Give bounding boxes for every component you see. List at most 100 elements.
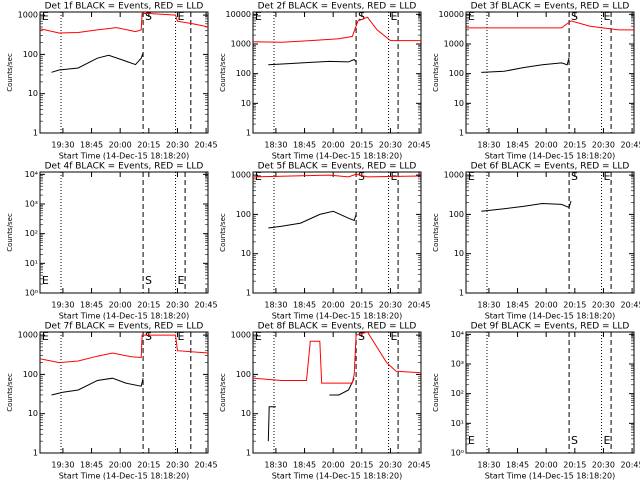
x-tick-label: 20:15 (563, 141, 586, 150)
marker-label: S (358, 330, 365, 343)
x-tick-label: 18:45 (80, 141, 103, 150)
marker-label: S (145, 330, 152, 343)
x-tick-label: 20:30 (592, 301, 615, 310)
x-tick-label: 18:30 (477, 461, 500, 470)
y-tick-label: 10000 (226, 10, 251, 19)
x-tick-label: 20:00 (109, 141, 132, 150)
x-tick-label: 18:30 (264, 461, 287, 470)
x-tick-label: 20:15 (350, 301, 373, 310)
y-tick-label: 100 (23, 370, 38, 379)
y-tick-label: 100 (23, 50, 38, 59)
plot-frame (252, 331, 422, 454)
series-line (51, 377, 144, 396)
x-tick-label: 18:45 (293, 301, 316, 310)
panel: Det 1f BLACK = Events, RED = LLD Counts/s… (6, 2, 218, 161)
x-tick-label: 18:45 (293, 141, 316, 150)
x-tick-label: 18:45 (293, 461, 316, 470)
marker-label: E (255, 330, 262, 343)
x-tick-label: 20:00 (535, 301, 558, 310)
series-line (40, 13, 208, 34)
y-tick-label: 10⁰ (25, 289, 38, 298)
panel: Det 2f BLACK = Events, RED = LLD Counts/s… (219, 2, 431, 161)
panel-title: Det 4f BLACK = Events, RED = LLD (45, 162, 204, 172)
series-line (481, 57, 570, 73)
marker-label: S (145, 10, 152, 23)
series-line (268, 58, 357, 66)
y-tick-label: 10⁴ (25, 170, 38, 179)
marker-label: S (571, 434, 578, 447)
x-tick-label: 18:45 (506, 301, 529, 310)
y-tick-label: 100 (236, 69, 251, 78)
x-tick-label: 18:30 (477, 301, 500, 310)
marker-label: S (358, 170, 365, 183)
x-tick-label: 19:30 (51, 301, 74, 310)
y-tick-label: 10 (241, 409, 251, 418)
panel-title: Det 6f BLACK = Events, RED = LLD (471, 162, 630, 172)
plot-frame (39, 331, 209, 454)
marker-label: E (390, 10, 397, 23)
x-tick-label: 20:15 (350, 141, 373, 150)
series-line (466, 20, 634, 31)
y-axis-label: Counts/sec (219, 53, 227, 92)
panel: Det 3f BLACK = Events, RED = LLD Counts/s… (432, 2, 640, 161)
x-tick-label: 20:45 (408, 141, 431, 150)
panel-title: Det 8f BLACK = Events, RED = LLD (258, 322, 417, 332)
marker-label: S (571, 170, 578, 183)
y-tick-label: 10⁴ (451, 330, 464, 339)
y-axis-label: Counts/sec (432, 373, 440, 412)
x-tick-label: 18:30 (477, 141, 500, 150)
marker-label: E (603, 434, 610, 447)
marker-label: E (468, 10, 475, 23)
y-tick-label: 100 (449, 69, 464, 78)
x-axis-label: Start Time (14-Dec-15 18:18:20) (272, 152, 403, 161)
x-tick-label: 20:15 (137, 461, 160, 470)
y-tick-label: 1000 (18, 331, 38, 340)
x-tick-label: 20:15 (137, 301, 160, 310)
y-tick-label: 1000 (444, 171, 464, 180)
x-tick-label: 19:30 (51, 461, 74, 470)
y-tick-label: 10¹ (451, 419, 464, 428)
y-tick-label: 10 (454, 249, 464, 258)
plot-frame (39, 171, 209, 294)
panel-title: Det 1f BLACK = Events, RED = LLD (45, 2, 204, 12)
marker-label: E (603, 10, 610, 23)
marker-label: E (177, 10, 184, 23)
y-axis-label: Counts/sec (432, 53, 440, 92)
marker-label: E (468, 170, 475, 183)
marker-label: E (603, 170, 610, 183)
x-tick-label: 20:30 (166, 141, 189, 150)
plot-frame (252, 171, 422, 294)
marker-label: E (468, 434, 475, 447)
x-tick-label: 20:45 (408, 301, 431, 310)
x-tick-label: 18:45 (506, 461, 529, 470)
x-tick-label: 20:30 (379, 461, 402, 470)
x-tick-label: 20:00 (109, 301, 132, 310)
x-tick-label: 20:00 (535, 141, 558, 150)
y-tick-label: 10² (25, 229, 38, 238)
marker-label: E (42, 274, 49, 287)
y-tick-label: 1 (459, 129, 464, 138)
y-tick-label: 1000 (18, 11, 38, 20)
x-axis-label: Start Time (14-Dec-15 18:18:20) (59, 312, 190, 321)
x-axis-label: Start Time (14-Dec-15 18:18:20) (59, 152, 190, 161)
x-tick-label: 20:15 (563, 301, 586, 310)
marker-label: E (177, 274, 184, 287)
marker-label: E (390, 330, 397, 343)
plot-frame (39, 11, 209, 134)
y-tick-label: 100 (236, 370, 251, 379)
y-tick-label: 1 (246, 449, 251, 458)
marker-label: S (358, 10, 365, 23)
panel-title: Det 9f BLACK = Events, RED = LLD (471, 322, 630, 332)
x-tick-label: 20:00 (535, 461, 558, 470)
panel: Det 9f BLACK = Events, RED = LLD Counts/s… (432, 322, 640, 480)
x-tick-label: 20:30 (592, 461, 615, 470)
x-tick-label: 20:45 (195, 461, 218, 470)
x-tick-label: 18:45 (506, 141, 529, 150)
y-tick-label: 1 (246, 129, 251, 138)
x-tick-label: 20:45 (195, 301, 218, 310)
y-tick-label: 100 (449, 210, 464, 219)
x-axis-label: Start Time (14-Dec-15 18:18:20) (485, 312, 616, 321)
series-line (40, 334, 208, 364)
y-axis-label: Counts/sec (219, 213, 227, 252)
